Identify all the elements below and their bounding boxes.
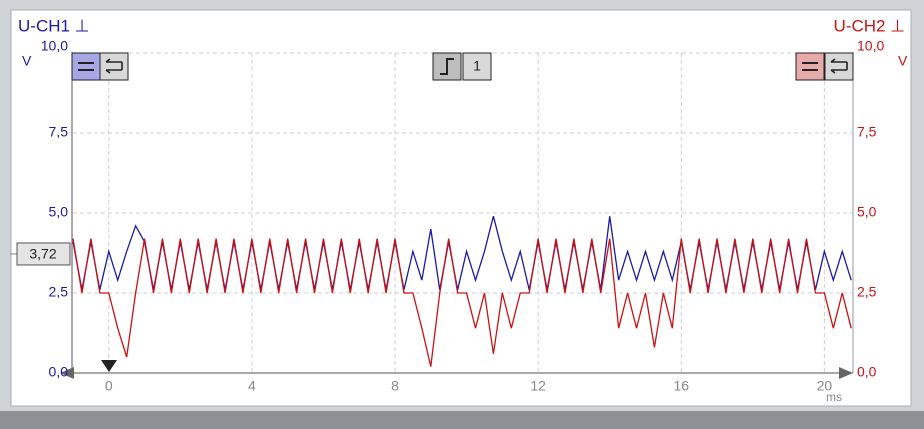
x-tick-label: 12	[530, 378, 546, 394]
ch1-buttons[interactable]	[71, 52, 129, 81]
trigger-marker[interactable]	[101, 360, 117, 372]
x-tick-label: 4	[248, 378, 256, 394]
axis-arrow	[839, 367, 853, 379]
y-tick-label: 5,0	[49, 204, 69, 220]
x-tick-label: 20	[817, 378, 833, 394]
y2-tick-label: 7,5	[857, 124, 877, 140]
signal-line	[72, 238, 852, 367]
cursor-box[interactable]	[16, 242, 71, 266]
y-tick-label: 7,5	[49, 124, 69, 140]
y2-tick-label: 5,0	[857, 204, 877, 220]
y-tick-label: 2,5	[49, 284, 69, 300]
left-unit: V	[22, 53, 32, 69]
x-tick-label: 16	[673, 378, 689, 394]
y2-tick-label: 0,0	[857, 364, 877, 380]
y2-tick-label: 10,0	[857, 38, 884, 54]
trigger-buttons[interactable]: 1	[432, 52, 492, 81]
y2-tick-label: 2,5	[857, 284, 877, 300]
axis-arrow	[60, 367, 74, 379]
x-tick-label: 0	[105, 378, 113, 394]
left-title: U-CH1 ⊥	[18, 16, 89, 35]
ch2-buttons[interactable]	[795, 52, 854, 81]
trigger-channel: 1	[473, 58, 481, 74]
y-tick-label: 10,0	[41, 38, 68, 54]
x-tick-label: 8	[391, 378, 399, 394]
right-title: U-CH2 ⊥	[834, 16, 905, 35]
x-unit: ms	[826, 390, 842, 404]
status-bar	[0, 411, 924, 429]
cursor-label: 3,72	[29, 246, 56, 262]
y-tick-label: 0,0	[49, 364, 69, 380]
right-unit: V	[898, 53, 908, 69]
